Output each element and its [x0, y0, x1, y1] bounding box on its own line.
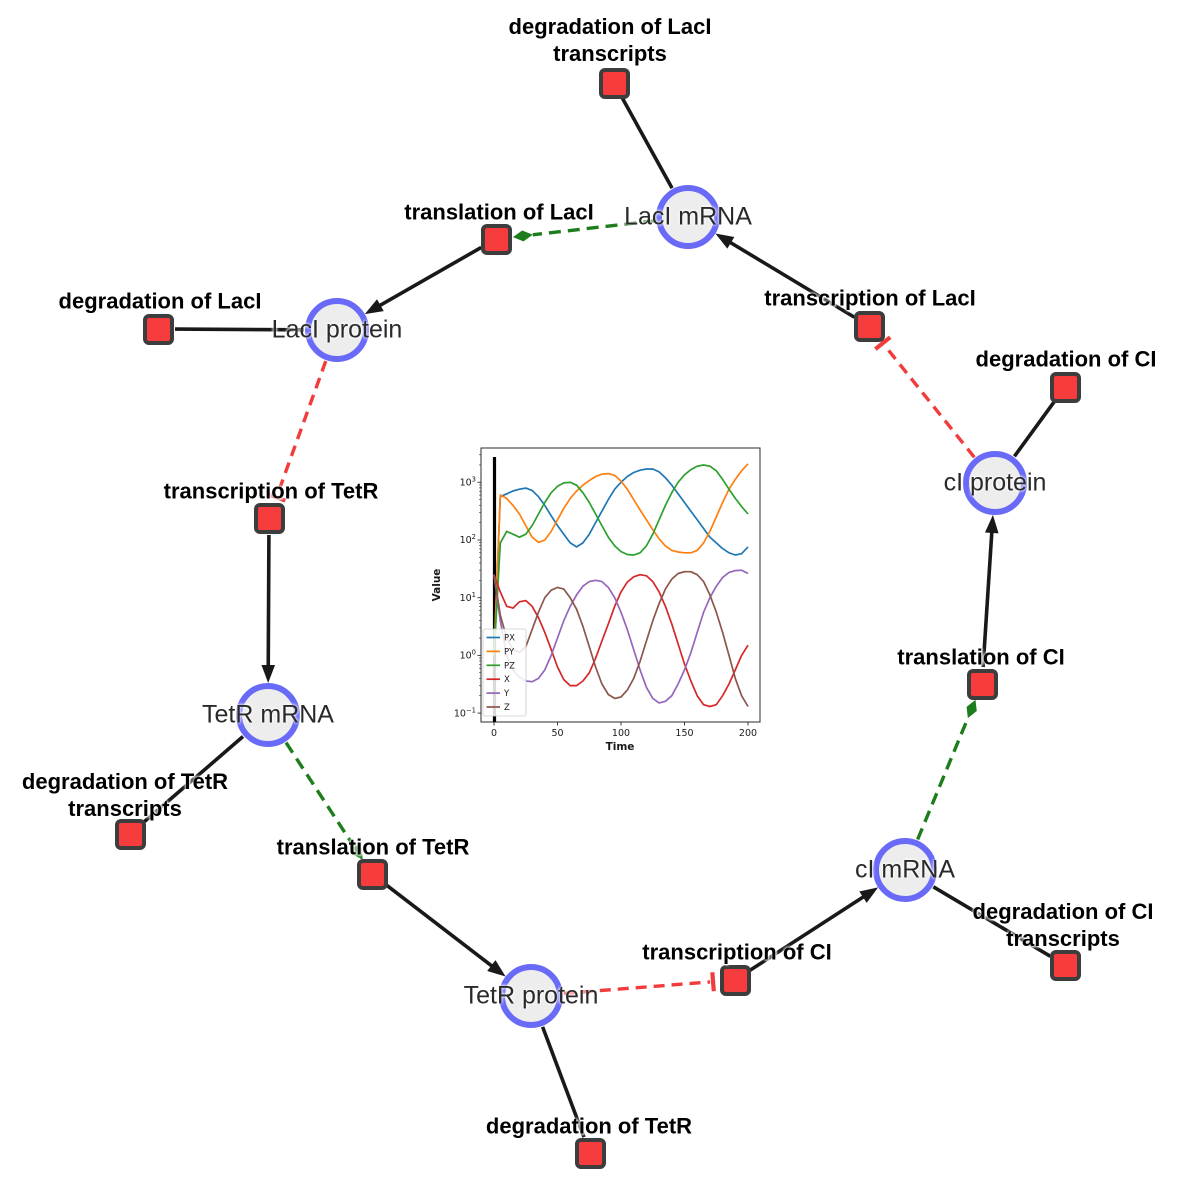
edge-consumption-tetr-mrna-deg-tetr-transcripts: [141, 735, 245, 825]
plot-frame: [480, 447, 761, 723]
timeseries-inset-chart: 10−1 100 101 102 103 0 50 100 150 200 Time Value PX P…: [420, 435, 770, 765]
y-tick-label: 100: [460, 649, 476, 662]
series-line-Z: [493, 570, 749, 707]
legend-label-PX: PX: [504, 634, 515, 644]
species-node-laci-mrna[interactable]: [656, 185, 720, 249]
edge-production-transc-ci-ci-mrna: [748, 887, 879, 973]
reaction-label-line: transcripts: [553, 41, 667, 66]
y-tick-label: 103: [460, 476, 476, 489]
reaction-label-line: transcription of LacI: [764, 285, 976, 311]
edge-inhibition-tetr-protein-transc-ci: [563, 972, 716, 996]
species-node-ci-mrna[interactable]: [873, 838, 937, 902]
reaction-label-transc-laci: transcription of LacI: [764, 285, 975, 312]
edge-inhibition-laci-protein-transc-tetr: [266, 360, 328, 503]
edge-consumption-ci-protein-deg-ci: [1012, 399, 1057, 458]
reaction-node-transl-tetr[interactable]: [356, 858, 388, 890]
edge-production-transc-tetr-tetr-mrna: [261, 534, 276, 684]
reaction-label-line: transcripts: [1006, 926, 1120, 951]
reaction-label-line: translation of LacI: [404, 199, 594, 225]
reaction-label-transc-ci: transcription of CI: [642, 939, 831, 966]
legend-label-Z: Z: [504, 703, 510, 713]
edge-consumption-tetr-protein-deg-tetr: [540, 1026, 586, 1138]
reaction-label-line: degradation of TetR: [21, 769, 229, 794]
edge-production-transl-laci-laci-protein: [364, 245, 483, 315]
reaction-label-deg-laci: degradation of LacI: [59, 288, 262, 315]
reaction-node-transc-tetr[interactable]: [253, 502, 285, 534]
edge-inhibition-ci-protein-transc-laci: [874, 335, 976, 459]
legend-label-Y: Y: [503, 689, 510, 699]
reaction-node-transl-ci[interactable]: [966, 668, 998, 700]
edge-production-transl-tetr-tetr-protein: [384, 882, 506, 977]
reaction-label-line: transcription of CI: [642, 939, 832, 965]
species-label-ci-protein: cI protein: [943, 468, 1047, 497]
reaction-node-deg-tetr-transcripts[interactable]: [114, 818, 146, 850]
x-tick-label: 150: [675, 728, 693, 739]
series-line-X: [493, 573, 749, 708]
series-line-Y: [493, 569, 749, 704]
x-tick-label: 100: [612, 728, 630, 739]
edge-modifier-laci-mrna-transl-laci: [512, 219, 656, 242]
x-tick-label: 0: [491, 728, 497, 739]
reaction-node-transl-laci[interactable]: [480, 223, 512, 255]
edge-modifier-ci-mrna-transl-ci: [916, 699, 977, 841]
reaction-label-deg-tetr: degradation of TetR: [486, 1113, 692, 1140]
species-label-laci-mrna: LacI mRNA: [624, 202, 752, 231]
reaction-label-transc-tetr: transcription of TetR: [164, 478, 379, 505]
species-label-laci-protein: LacI protein: [271, 315, 403, 344]
reaction-label-line: transcription of TetR: [163, 478, 379, 504]
reaction-label-transl-laci: translation of LacI: [404, 199, 593, 226]
species-label-tetr-mrna: TetR mRNA: [202, 700, 334, 729]
series-line-PY: [493, 463, 749, 656]
legend-label-PZ: PZ: [504, 661, 515, 671]
reaction-label-transl-tetr: translation of TetR: [277, 834, 470, 861]
species-node-ci-protein[interactable]: [963, 451, 1027, 515]
y-tick-label: 10−1: [454, 706, 476, 719]
legend-label-PY: PY: [504, 647, 515, 657]
reaction-node-transc-ci[interactable]: [719, 964, 751, 996]
reaction-label-line: degradation of LacI: [508, 14, 712, 39]
edge-consumption-laci-mrna-deg-laci-transcripts: [620, 97, 674, 189]
reaction-label-line: transcripts: [68, 796, 182, 821]
y-axis-label: Value: [431, 569, 443, 602]
edge-production-transl-ci-ci-protein: [981, 514, 999, 668]
reaction-label-line: translation of CI: [897, 644, 1065, 670]
species-label-tetr-protein: TetR protein: [463, 981, 599, 1010]
y-tick-label: 102: [460, 533, 476, 546]
reaction-label-line: degradation of TetR: [485, 1113, 693, 1139]
reaction-label-deg-laci-transcripts: degradation of LacI transcripts: [509, 13, 712, 67]
reaction-node-deg-ci-transcripts[interactable]: [1049, 949, 1081, 981]
reaction-node-deg-laci[interactable]: [142, 313, 174, 345]
edge-consumption-laci-protein-deg-laci: [174, 327, 305, 332]
reaction-label-line: translation of TetR: [276, 834, 470, 860]
x-axis-label: Time: [606, 741, 635, 753]
x-tick-label: 200: [739, 728, 757, 739]
y-tick-label: 101: [460, 591, 476, 604]
legend-label-X: X: [504, 675, 510, 685]
reaction-label-deg-tetr-transcripts: degradation of TetR transcripts: [22, 768, 228, 822]
reaction-node-deg-laci-transcripts[interactable]: [598, 67, 630, 99]
reaction-node-transc-laci[interactable]: [853, 310, 885, 342]
edge-modifier-tetr-mrna-transl-tetr: [284, 741, 363, 860]
species-node-tetr-mrna[interactable]: [236, 683, 300, 747]
edge-consumption-ci-mrna-deg-ci-transcripts: [932, 885, 1052, 958]
x-tick-label: 50: [551, 728, 563, 739]
series-line-PZ: [493, 464, 749, 656]
reaction-label-deg-ci: degradation of CI: [976, 346, 1157, 373]
reaction-label-line: degradation of CI: [972, 899, 1154, 924]
species-node-tetr-protein[interactable]: [499, 964, 563, 1028]
species-label-ci-mrna: cI mRNA: [855, 855, 955, 884]
reaction-label-transl-ci: translation of CI: [897, 644, 1064, 671]
reaction-label-deg-ci-transcripts: degradation of CI transcripts: [973, 898, 1154, 952]
reaction-label-line: degradation of LacI: [58, 288, 262, 314]
reaction-label-line: degradation of CI: [975, 346, 1157, 372]
reaction-node-deg-ci[interactable]: [1049, 371, 1081, 403]
edge-production-transc-laci-laci-mrna: [715, 233, 856, 319]
reaction-node-deg-tetr[interactable]: [574, 1137, 606, 1169]
species-node-laci-protein[interactable]: [305, 298, 369, 362]
